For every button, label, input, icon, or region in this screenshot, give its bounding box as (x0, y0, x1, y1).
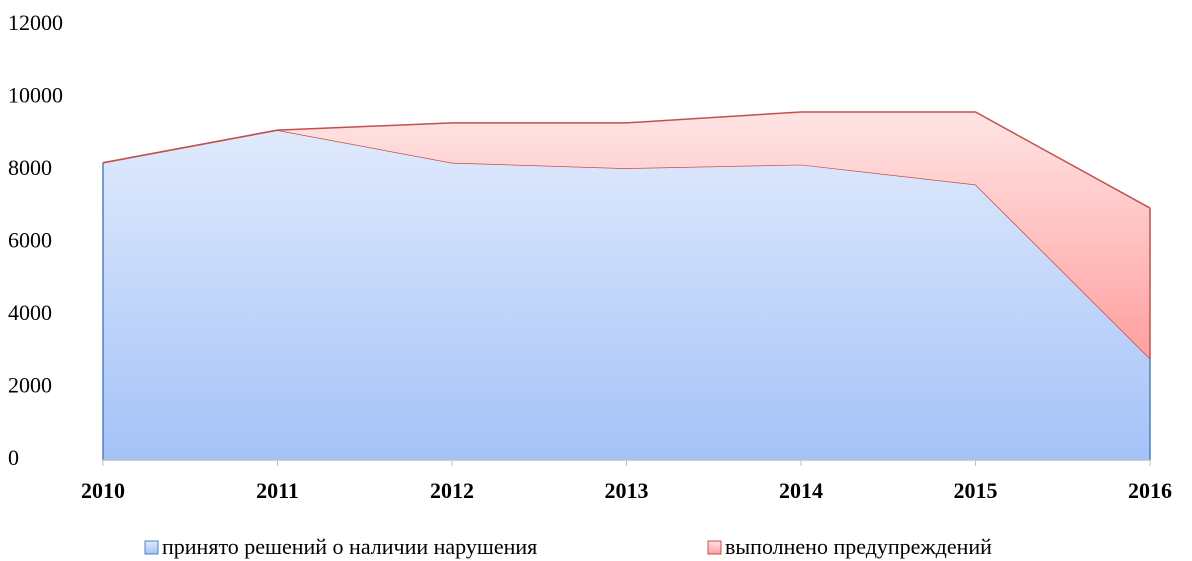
area-outline (102, 111, 1151, 209)
x-tick-label: 2010 (81, 478, 125, 503)
y-tick-label: 12000 (8, 10, 63, 35)
y-tick-label: 8000 (8, 155, 52, 180)
x-tick-label: 2012 (430, 478, 474, 503)
area (103, 130, 1150, 460)
y-tick-label: 10000 (8, 83, 63, 108)
y-tick-label: 6000 (8, 228, 52, 253)
x-tick-label: 2016 (1128, 478, 1172, 503)
area (103, 112, 1150, 359)
x-tick-label: 2014 (779, 478, 823, 503)
y-tick-label: 0 (8, 445, 19, 470)
legend-label: принято решений о наличии нарушения (162, 534, 537, 559)
legend-label: выполнено предупреждений (725, 534, 992, 559)
legend-swatch (707, 540, 722, 555)
y-tick-label: 4000 (8, 300, 52, 325)
x-tick-label: 2015 (954, 478, 998, 503)
y-tick-label: 2000 (8, 373, 52, 398)
x-tick-label: 2011 (256, 478, 299, 503)
x-tick-label: 2013 (605, 478, 649, 503)
legend-swatch (144, 540, 159, 555)
